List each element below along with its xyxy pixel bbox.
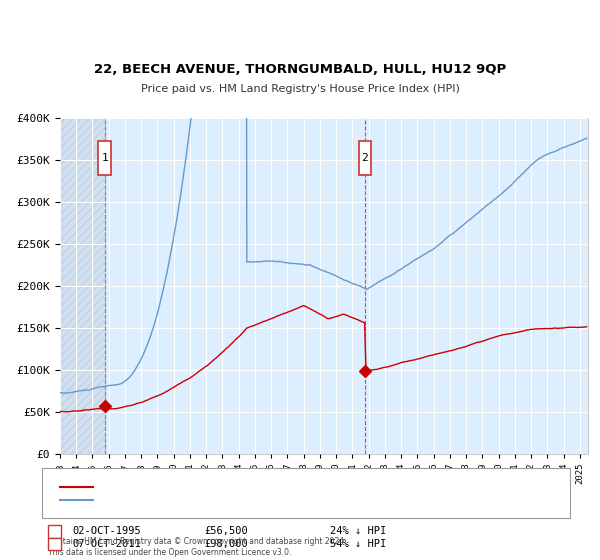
Text: 07-OCT-2011: 07-OCT-2011: [72, 539, 141, 549]
Bar: [60, 118, 104, 454]
Text: 54% ↓ HPI: 54% ↓ HPI: [330, 539, 386, 549]
Text: 22, BEECH AVENUE, THORNGUMBALD, HULL, HU12 9QP: 22, BEECH AVENUE, THORNGUMBALD, HULL, HU…: [94, 63, 506, 76]
Text: 02-OCT-1995: 02-OCT-1995: [72, 526, 141, 536]
Text: HPI: Average price, detached house, East Riding of Yorkshire: HPI: Average price, detached house, East…: [97, 495, 371, 504]
Text: Contains HM Land Registry data © Crown copyright and database right 2024.
This d: Contains HM Land Registry data © Crown c…: [48, 537, 347, 557]
Text: 24% ↓ HPI: 24% ↓ HPI: [330, 526, 386, 536]
Text: 22, BEECH AVENUE, THORNGUMBALD, HULL, HU12 9QP (detached house): 22, BEECH AVENUE, THORNGUMBALD, HULL, HU…: [97, 483, 430, 492]
Text: £56,500: £56,500: [204, 526, 248, 536]
Text: 2: 2: [52, 539, 58, 549]
Text: 1: 1: [101, 153, 108, 163]
Text: 2: 2: [362, 153, 368, 163]
Text: 1: 1: [52, 526, 58, 536]
FancyBboxPatch shape: [359, 141, 371, 175]
FancyBboxPatch shape: [98, 141, 111, 175]
Bar: [60, 118, 104, 454]
Text: Price paid vs. HM Land Registry's House Price Index (HPI): Price paid vs. HM Land Registry's House …: [140, 84, 460, 94]
Text: £98,000: £98,000: [204, 539, 248, 549]
